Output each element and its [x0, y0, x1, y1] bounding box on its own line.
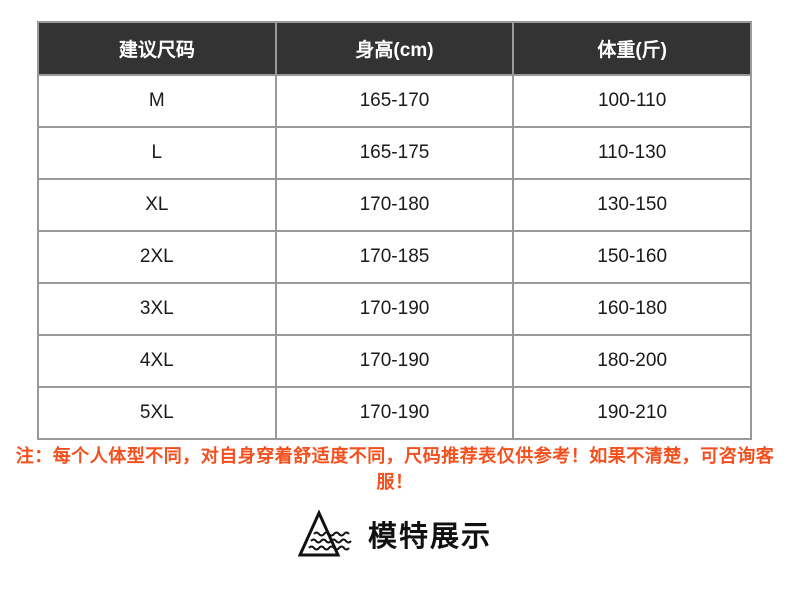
table-row: 2XL 170-185 150-160 — [37, 230, 752, 284]
col-header-size: 建议尺码 — [37, 21, 277, 76]
table-row: XL 170-180 130-150 — [37, 178, 752, 232]
height-cell: 170-190 — [274, 282, 515, 336]
section-title: 模特展示 — [367, 521, 492, 553]
table-row: L 165-175 110-130 — [37, 126, 752, 180]
size-table-body: M 165-170 100-110 L 165-175 110-130 XL 1… — [37, 74, 752, 440]
weight-cell: 190-210 — [512, 386, 752, 440]
table-row: 3XL 170-190 160-180 — [37, 282, 752, 336]
height-cell: 170-185 — [274, 230, 515, 284]
height-cell: 170-190 — [274, 386, 515, 440]
weight-cell: 110-130 — [512, 126, 752, 180]
height-cell: 170-180 — [274, 178, 515, 232]
weight-cell: 100-110 — [512, 74, 752, 128]
size-note-text: 注：每个人体型不同，对自身穿着舒适度不同，尺码推荐表仅供参考！如果不清楚，可咨询… — [15, 446, 775, 492]
weight-cell: 130-150 — [512, 178, 752, 232]
size-cell: XL — [37, 178, 277, 232]
size-table-header: 建议尺码 身高(cm) 体重(斤) — [37, 21, 752, 76]
size-cell: 5XL — [37, 386, 277, 440]
col-header-height: 身高(cm) — [274, 21, 515, 76]
size-cell: M — [37, 74, 277, 128]
triangle-waves-icon — [297, 508, 354, 560]
model-display-section-header: 模特展示 — [0, 508, 790, 560]
size-cell: L — [37, 126, 277, 180]
col-header-weight: 体重(斤) — [512, 21, 752, 76]
size-cell: 2XL — [37, 230, 277, 284]
header-row: 建议尺码 身高(cm) 体重(斤) — [37, 21, 752, 76]
table-row: 4XL 170-190 180-200 — [37, 334, 752, 388]
height-cell: 165-175 — [274, 126, 515, 180]
size-table: 建议尺码 身高(cm) 体重(斤) M 165-170 100-110 L 16… — [37, 21, 752, 440]
height-cell: 170-190 — [274, 334, 515, 388]
height-cell: 165-170 — [274, 74, 515, 128]
weight-cell: 150-160 — [512, 230, 752, 284]
size-cell: 3XL — [37, 282, 277, 336]
size-cell: 4XL — [37, 334, 277, 388]
table-row: M 165-170 100-110 — [37, 74, 752, 128]
weight-cell: 160-180 — [512, 282, 752, 336]
table-row: 5XL 170-190 190-210 — [37, 386, 752, 440]
weight-cell: 180-200 — [512, 334, 752, 388]
